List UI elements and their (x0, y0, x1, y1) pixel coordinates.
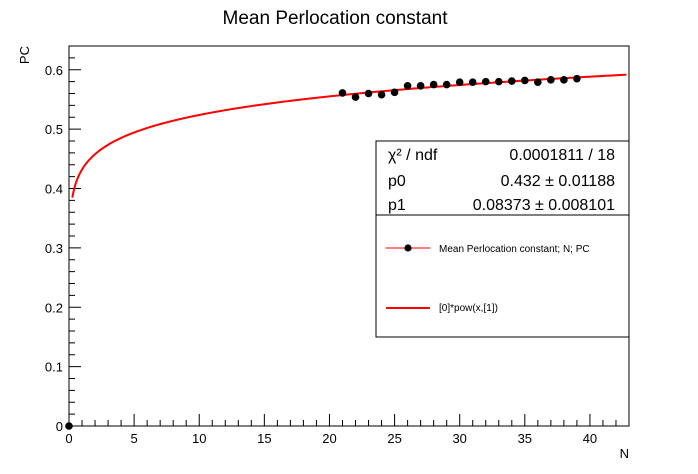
data-point (390, 88, 399, 97)
fit-curve (71, 73, 627, 198)
x-tick-label: 5 (130, 431, 137, 446)
x-tick-label: 35 (518, 431, 532, 446)
x-tick-label: 30 (452, 431, 466, 446)
stats-label: p0 (388, 173, 406, 190)
data-point (560, 76, 568, 84)
stats-value: 0.432 ± 0.01188 (501, 173, 615, 190)
data-point (547, 76, 555, 84)
legend-points-marker (404, 244, 412, 252)
legend-fit-label: [0]*pow(x,[1]) (439, 303, 498, 314)
stats-value: 0.0001811 / 18 (509, 147, 615, 164)
stats-label: χ² / ndf (388, 147, 438, 164)
y-tick-label: 0.5 (45, 122, 63, 137)
y-tick-label: 0.1 (45, 360, 63, 375)
data-point (377, 90, 386, 99)
x-tick-label: 20 (322, 431, 336, 446)
fit-curve-layer (71, 73, 627, 198)
x-axis-label: N (620, 446, 629, 461)
data-point (521, 76, 529, 85)
data-point (416, 81, 425, 90)
x-tick-label: 0 (65, 431, 72, 446)
data-point (442, 80, 451, 89)
x-tick-label: 25 (387, 431, 401, 446)
y-tick-label: 0.4 (45, 182, 63, 197)
data-point (429, 80, 438, 89)
data-point (403, 81, 412, 90)
y-axis-ticks (69, 45, 81, 427)
data-point (507, 77, 516, 85)
data-point (364, 89, 373, 98)
x-axis-ticks (68, 414, 630, 426)
stats-box: χ² / ndf 0.0001811 / 18 p0 0.432 ± 0.01188 p… (375, 140, 630, 216)
x-tick-label: 15 (257, 431, 271, 446)
x-axis-tick-labels: 0 5 10 15 20 25 30 35 40 (65, 431, 597, 446)
data-point (494, 77, 503, 86)
y-tick-label: 0.2 (45, 300, 63, 315)
data-point (573, 74, 581, 83)
legend-points-label: Mean Perlocation constant; N; PC (439, 244, 590, 255)
y-axis-tick-labels: 0 0.1 0.2 0.3 0.4 0.5 0.6 (45, 63, 63, 434)
data-point (351, 93, 360, 101)
y-axis-label: PC (17, 46, 32, 64)
data-point (481, 77, 490, 86)
x-tick-label: 10 (192, 431, 206, 446)
y-tick-label: 0.6 (45, 63, 63, 78)
data-point (455, 78, 464, 87)
stats-label: p1 (388, 197, 406, 214)
stats-value: 0.08373 ± 0.008101 (473, 197, 615, 214)
data-point (534, 78, 542, 87)
x-tick-label: 40 (583, 431, 597, 446)
y-tick-label: 0.3 (45, 241, 63, 256)
data-point (468, 78, 477, 87)
data-point (65, 422, 73, 430)
data-point (338, 89, 347, 97)
legend-box: Mean Perlocation constant; N; PC [0]*pow… (375, 214, 630, 338)
chart-title: Mean Perlocation constant (223, 8, 449, 29)
data-points-layer (65, 74, 581, 430)
y-tick-label: 0 (56, 419, 63, 434)
